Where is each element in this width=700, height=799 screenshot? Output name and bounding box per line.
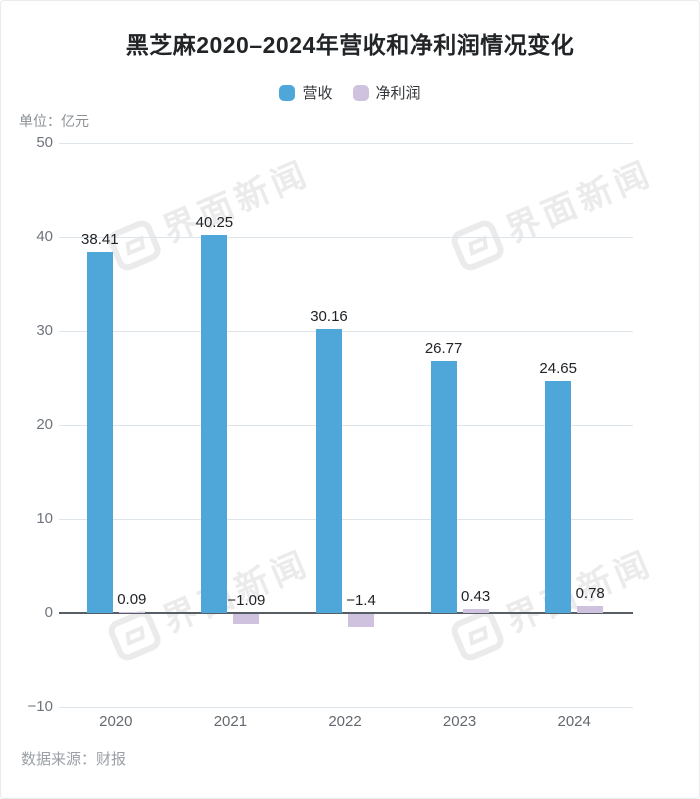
- gridline: [59, 331, 633, 332]
- gridline: [59, 237, 633, 238]
- profit-value-label-2020: 0.09: [117, 591, 147, 608]
- y-axis-tick-label: 20: [36, 416, 53, 433]
- jiemian-logo-icon: [448, 217, 507, 274]
- data-source-label: 数据来源：财报: [21, 751, 127, 768]
- jiemian-logo-icon: [448, 607, 507, 664]
- zero-axis-line: [59, 612, 633, 614]
- x-axis-tick-label: 2020: [99, 713, 133, 730]
- y-axis-tick-label: 10: [36, 510, 53, 527]
- revenue-swatch-icon: [279, 84, 296, 101]
- profit-bar-2024: [577, 605, 604, 613]
- legend-item-profit: 净利润: [352, 82, 421, 103]
- legend-item-revenue: 营收: [279, 82, 333, 103]
- x-axis-tick-label: 2024: [557, 713, 591, 730]
- y-axis-tick-label: 30: [36, 322, 53, 339]
- chart-title: 黑芝麻2020–2024年营收和净利润情况变化: [125, 32, 575, 58]
- y-axis-tick-label: 50: [36, 134, 53, 151]
- revenue-value-label-2022: 30.16: [310, 308, 348, 326]
- profit-swatch-icon: [352, 84, 369, 101]
- profit-value-label-2021: −1.09: [227, 592, 266, 609]
- profit-bar-2023: [462, 608, 489, 613]
- jiemian-logo-icon: [105, 607, 164, 664]
- revenue-bar-2020: [86, 251, 113, 613]
- legend: 营收 净利润: [1, 82, 699, 103]
- x-axis-tick-label: 2021: [213, 713, 248, 730]
- revenue-bar-2022: [316, 329, 342, 613]
- gridline: [59, 143, 633, 144]
- revenue-value-label-2024: 24.65: [539, 360, 577, 378]
- profit-value-label-2022: −1.4: [346, 592, 376, 609]
- jiemian-logo-screen-icon: [467, 625, 488, 646]
- profit-bar-2020: [118, 612, 145, 613]
- revenue-bar-2021: [201, 234, 228, 613]
- unit-label: 单位：亿元: [19, 113, 89, 129]
- gridline: [59, 519, 633, 520]
- profit-bar-2021: [233, 614, 260, 625]
- revenue-value-label-2020: 38.41: [81, 230, 119, 248]
- legend-label-revenue: 营收: [302, 85, 333, 102]
- profit-value-label-2024: 0.78: [575, 584, 605, 602]
- x-axis-tick-label: 2023: [442, 713, 477, 730]
- x-axis-tick-label: 2022: [328, 713, 362, 730]
- profit-bar-2022: [348, 614, 374, 628]
- revenue-value-label-2021: 40.25: [195, 213, 234, 231]
- jiemian-watermark: 界面新闻: [448, 152, 660, 274]
- watermark-text: 界面新闻: [500, 154, 659, 251]
- jiemian-logo-screen-icon: [467, 235, 488, 256]
- watermark-text: 界面新闻: [157, 154, 316, 251]
- gridline: [59, 425, 633, 426]
- revenue-bar-2024: [545, 381, 572, 613]
- profit-value-label-2023: 0.43: [460, 587, 491, 605]
- y-axis-tick-label: −10: [27, 698, 53, 715]
- legend-label-profit: 净利润: [375, 85, 421, 102]
- y-axis-tick-label: 0: [44, 604, 53, 621]
- y-axis-tick-label: 40: [36, 228, 53, 245]
- revenue-value-label-2023: 26.77: [424, 340, 463, 358]
- gridline: [59, 707, 633, 708]
- revenue-bar-2023: [430, 361, 457, 613]
- jiemian-logo-screen-icon: [124, 625, 145, 646]
